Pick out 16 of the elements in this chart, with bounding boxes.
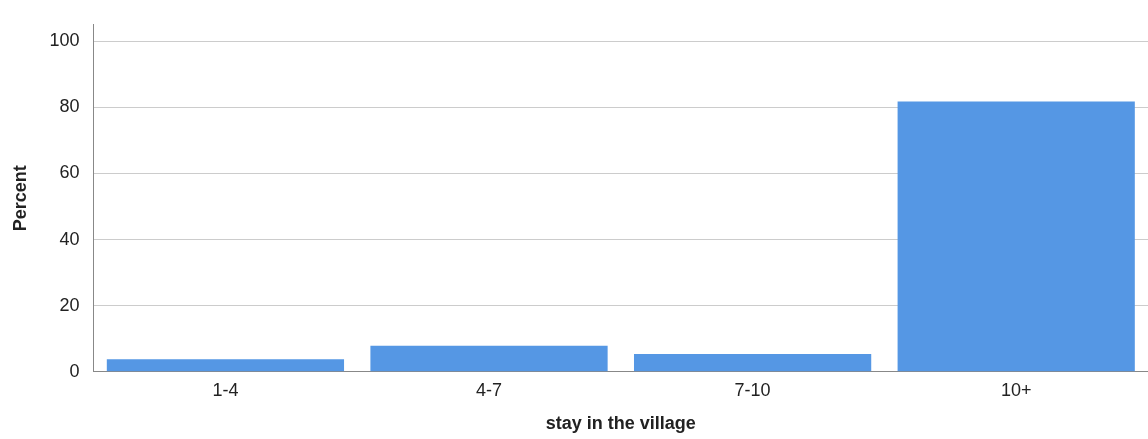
x-tick-label: 10+ <box>1000 379 1032 400</box>
y-tick-label: 40 <box>59 228 80 249</box>
y-tick-label: 0 <box>69 360 80 381</box>
y-tick-label: 80 <box>59 96 80 117</box>
x-axis-title: stay in the village <box>545 413 696 434</box>
bar <box>370 345 608 372</box>
y-axis-title: Percent <box>9 165 30 232</box>
x-tick-label: 7-10 <box>734 379 771 400</box>
y-tick-label: 100 <box>49 30 80 51</box>
bar <box>634 353 872 372</box>
x-tick-label: 1-4 <box>212 379 239 400</box>
bar <box>897 101 1135 372</box>
y-tick-label: 20 <box>59 294 80 315</box>
y-tick-label: 60 <box>59 162 80 183</box>
bar <box>106 359 345 372</box>
x-tick-label: 4-7 <box>476 379 503 400</box>
